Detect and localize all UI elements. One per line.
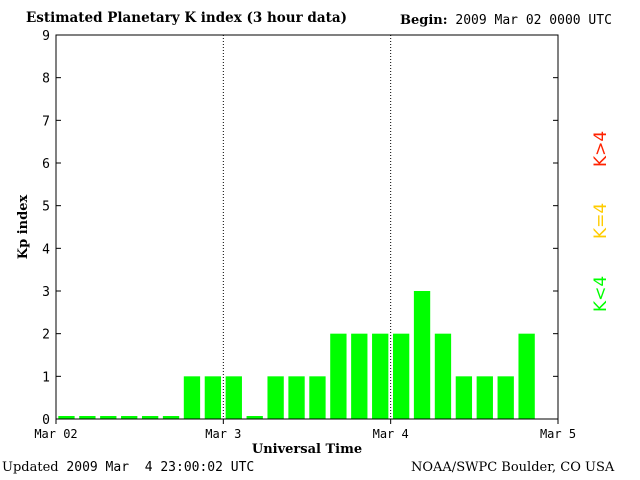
y-tick-label-4: 4: [42, 242, 50, 257]
bar-6: [183, 376, 201, 419]
y-tick-label-0: 0: [42, 413, 50, 428]
bar-13: [330, 333, 347, 419]
bar-2: [100, 416, 117, 419]
chart-title: Estimated Planetary K index (3 hour data…: [26, 10, 347, 26]
bar-0: [58, 416, 75, 419]
x-tick-label-2: Mar 4: [373, 427, 409, 441]
bar-5: [162, 416, 180, 419]
legend-k-equals-4: K=4: [591, 202, 611, 239]
x-tick-label-3: Mar 5: [540, 427, 576, 441]
y-tick-label-8: 8: [42, 72, 50, 87]
bar-21: [497, 376, 514, 419]
bar-11: [288, 376, 305, 419]
bar-10: [267, 376, 284, 419]
bar-12: [309, 376, 326, 419]
x-axis: Mar 02 Mar 3 Mar 4 Mar 5: [34, 419, 576, 441]
bar-22: [518, 333, 535, 419]
x-tick-label-1: Mar 3: [205, 427, 241, 441]
legend-k-above-4: K>4: [591, 130, 611, 167]
begin-value: 2009 Mar 02 0000 UTC: [455, 13, 612, 28]
updated-label: Updated: [2, 460, 59, 475]
bar-7: [204, 376, 222, 419]
x-tick-label-0: Mar 02: [34, 427, 77, 441]
y-tick-label-1: 1: [42, 370, 50, 385]
source-credit: NOAA/SWPC Boulder, CO USA: [411, 460, 615, 475]
updated-info: Updated 2009 Mar 4 23:00:02 UTC: [2, 460, 254, 475]
y-tick-label-7: 7: [42, 114, 50, 129]
begin-label: Begin:: [400, 13, 448, 28]
begin-info: Begin: 2009 Mar 02 0000 UTC: [400, 13, 612, 28]
legend-k-below-4: K<4: [591, 275, 611, 312]
y-tick-label-9: 9: [42, 29, 50, 44]
y-tick-label-5: 5: [42, 200, 50, 215]
bars-group: [58, 291, 535, 419]
bar-19: [455, 376, 473, 419]
y-tick-label-6: 6: [42, 157, 50, 172]
bar-3: [121, 416, 138, 419]
x-axis-label: Universal Time: [252, 442, 362, 457]
bar-9: [246, 416, 263, 419]
updated-value: 2009 Mar 4 23:00:02 UTC: [66, 460, 255, 475]
bar-14: [351, 333, 368, 419]
bar-1: [79, 416, 96, 419]
bar-18: [434, 333, 452, 419]
bar-17: [413, 291, 431, 419]
day-separators: [222, 35, 392, 419]
y-tick-label-3: 3: [42, 285, 50, 300]
y-axis-label: Kp index: [16, 195, 31, 260]
bar-15: [372, 333, 389, 419]
y-tick-label-2: 2: [42, 328, 50, 343]
plot-frame: [55, 34, 559, 420]
bar-4: [141, 416, 159, 419]
bar-16: [392, 333, 410, 419]
bar-8: [225, 376, 242, 419]
y-axis: 0 1 2 3 4 5 6 7 8 9: [42, 29, 558, 428]
bar-20: [476, 376, 493, 419]
